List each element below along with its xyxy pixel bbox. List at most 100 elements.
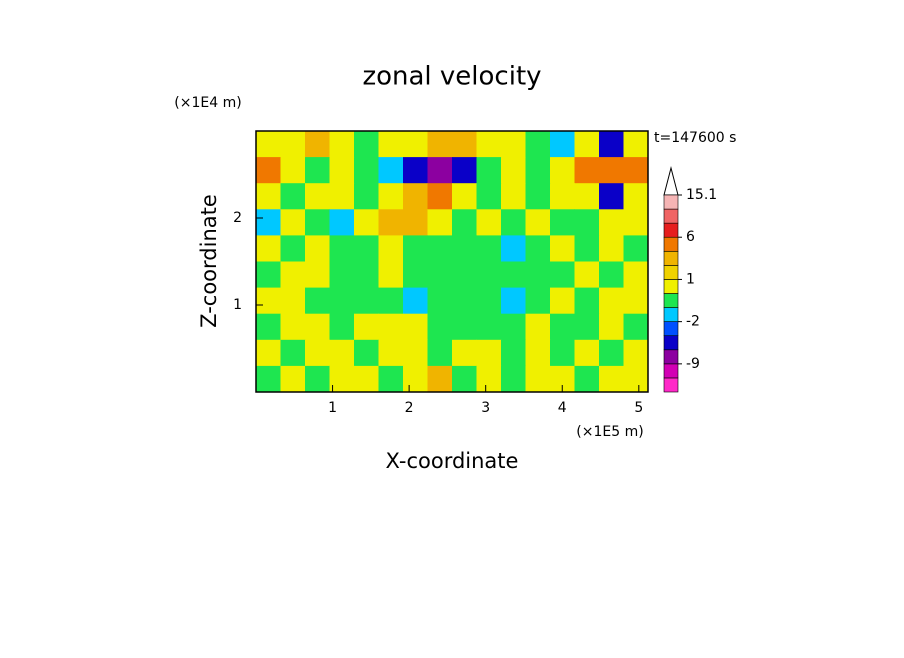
contour-cell bbox=[280, 365, 306, 393]
y-unit: (×1E4 m) bbox=[174, 95, 241, 111]
contour-cell bbox=[452, 339, 477, 367]
colorbar-swatch bbox=[663, 279, 679, 294]
contour-cell bbox=[599, 287, 624, 315]
y-tick-label: 2 bbox=[233, 210, 242, 226]
contour-cell bbox=[574, 209, 600, 236]
x-tick-label: 4 bbox=[558, 400, 567, 416]
contour-cell bbox=[403, 235, 428, 262]
contour-cell bbox=[403, 287, 428, 315]
contour-cell bbox=[329, 157, 355, 184]
contour-cell bbox=[550, 157, 575, 184]
contour-cell bbox=[452, 261, 477, 289]
contour-cell bbox=[403, 209, 428, 236]
contour-cell bbox=[476, 313, 502, 341]
colorbar-swatch bbox=[663, 208, 679, 224]
contour-cell bbox=[403, 131, 428, 158]
contour-cell bbox=[354, 365, 379, 393]
y-tick-label: 1 bbox=[233, 297, 242, 313]
contour-cell bbox=[280, 339, 306, 367]
contour-cell bbox=[599, 209, 624, 236]
contour-cell bbox=[623, 365, 649, 393]
contour-cell bbox=[305, 287, 330, 315]
contour-cell bbox=[550, 183, 575, 210]
contour-cell bbox=[280, 235, 306, 262]
contour-cell bbox=[623, 183, 649, 210]
contour-cell bbox=[623, 131, 649, 158]
contour-cell bbox=[305, 339, 330, 367]
contour-cell bbox=[354, 287, 379, 315]
contour-cell bbox=[623, 209, 649, 236]
contour-cell bbox=[427, 313, 453, 341]
contour-cell bbox=[305, 183, 330, 210]
contour-cell bbox=[427, 183, 453, 210]
contour-cell bbox=[599, 313, 624, 341]
contour-cell bbox=[623, 313, 649, 341]
contour-cell bbox=[476, 287, 502, 315]
contour-cell bbox=[354, 261, 379, 289]
contour-cell bbox=[329, 183, 355, 210]
contour-cell bbox=[525, 287, 551, 315]
contour-cell bbox=[623, 287, 649, 315]
x-axis-label: X-coordinate bbox=[386, 449, 519, 473]
colorbar-swatch bbox=[663, 250, 679, 266]
contour-cell bbox=[378, 261, 404, 289]
contour-cell bbox=[403, 313, 428, 341]
contour-cell bbox=[452, 365, 477, 393]
contour-cell bbox=[599, 183, 624, 210]
contour-cell bbox=[305, 313, 330, 341]
contour-cell bbox=[305, 157, 330, 184]
colorbar-label: -2 bbox=[686, 314, 700, 330]
contour-cell bbox=[599, 235, 624, 262]
contour-cell bbox=[256, 131, 281, 158]
contour-cell bbox=[378, 235, 404, 262]
colorbar-swatch bbox=[663, 363, 679, 379]
contour-cell bbox=[623, 235, 649, 262]
contour-cell bbox=[525, 183, 551, 210]
contour-cell bbox=[550, 131, 575, 158]
contour-cell bbox=[476, 235, 502, 262]
contour-cell bbox=[599, 131, 624, 158]
contour-cell bbox=[354, 235, 379, 262]
contour-cell bbox=[452, 209, 477, 236]
contour-cell bbox=[501, 339, 526, 367]
contour-cell bbox=[476, 261, 502, 289]
colorbar-label: 15.1 bbox=[686, 187, 717, 203]
x-tick-label: 3 bbox=[481, 400, 490, 416]
contour-cell bbox=[256, 261, 281, 289]
contour-cell bbox=[574, 261, 600, 289]
contour-cell bbox=[256, 365, 281, 393]
x-tick-label: 5 bbox=[634, 400, 643, 416]
x-tick-label: 2 bbox=[405, 400, 414, 416]
colorbar-swatch bbox=[663, 236, 679, 252]
contour-cell bbox=[378, 287, 404, 315]
contour-cell bbox=[354, 339, 379, 367]
contour-cell bbox=[427, 131, 453, 158]
contour-cell bbox=[501, 365, 526, 393]
contour-cell bbox=[305, 365, 330, 393]
contour-cell bbox=[550, 339, 575, 367]
contour-cell bbox=[329, 287, 355, 315]
contour-cell bbox=[427, 235, 453, 262]
contour-cell bbox=[378, 365, 404, 393]
contour-cell bbox=[525, 339, 551, 367]
contour-cell bbox=[378, 339, 404, 367]
contour-cell bbox=[550, 261, 575, 289]
contour-cell bbox=[403, 183, 428, 210]
colorbar-swatch bbox=[663, 321, 679, 337]
contour-cell bbox=[525, 261, 551, 289]
contour-cell bbox=[501, 183, 526, 210]
x-unit: (×1E5 m) bbox=[576, 424, 643, 440]
contour-cell bbox=[623, 157, 649, 184]
contour-cell bbox=[550, 287, 575, 315]
colorbar-label: 6 bbox=[686, 229, 695, 245]
contour-cell bbox=[452, 183, 477, 210]
contour-cell bbox=[427, 209, 453, 236]
contour-cell bbox=[329, 339, 355, 367]
contour-cell bbox=[476, 365, 502, 393]
contour-cell bbox=[280, 209, 306, 236]
contour-cell bbox=[550, 313, 575, 341]
contour-cell bbox=[305, 131, 330, 158]
contour-cell bbox=[599, 261, 624, 289]
contour-cell bbox=[378, 313, 404, 341]
contour-cell bbox=[525, 313, 551, 341]
